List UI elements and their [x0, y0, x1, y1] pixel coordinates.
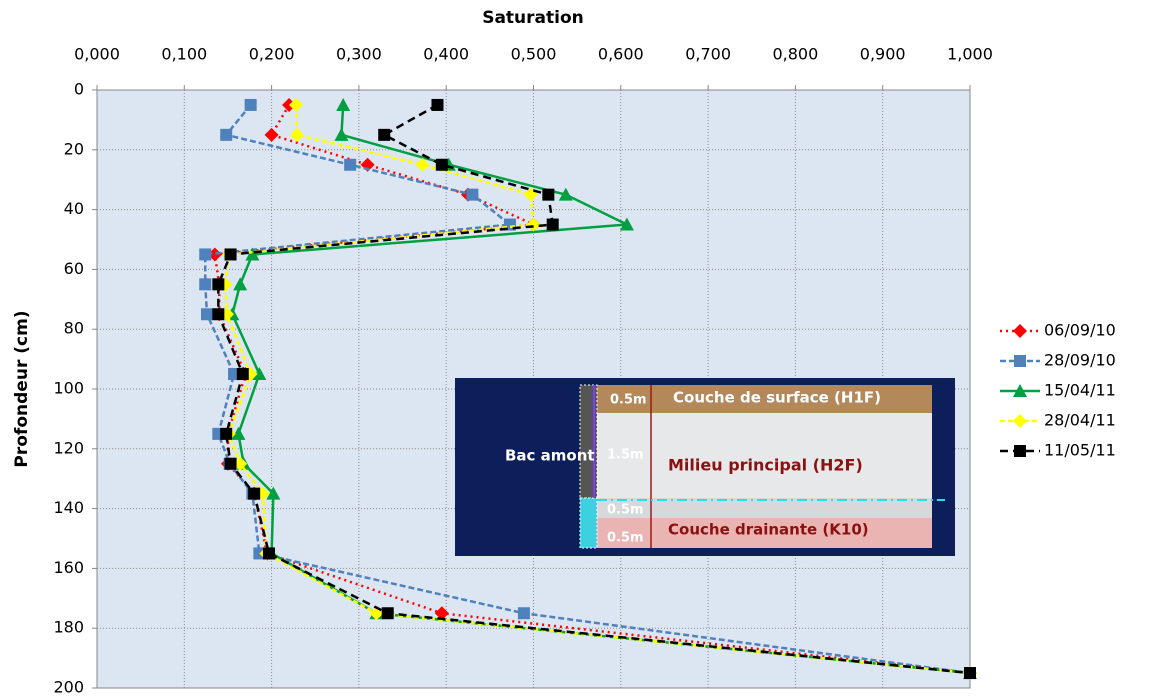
marker [207, 247, 222, 262]
marker [236, 368, 249, 381]
marker [231, 426, 246, 440]
legend-marker [1013, 414, 1027, 428]
marker [252, 367, 267, 381]
legend-label: 28/04/11 [1044, 411, 1116, 430]
marker [224, 457, 237, 470]
marker [964, 667, 976, 680]
y-tick-label: 60 [64, 259, 84, 278]
y-tick-label: 140 [53, 498, 84, 517]
marker [233, 456, 248, 471]
y-tick-label: 120 [53, 438, 84, 457]
y-tick-label: 80 [64, 319, 84, 338]
y-tick-label: 160 [53, 558, 84, 577]
main-layer [597, 413, 932, 498]
marker [542, 188, 555, 201]
inlet-strip [579, 384, 598, 499]
marker [264, 127, 279, 142]
y-tick-label: 100 [53, 379, 84, 398]
marker [199, 278, 212, 291]
inset-label: Couche drainante (K10) [668, 521, 869, 539]
marker [558, 187, 573, 201]
inset-label: 0.5m [607, 531, 644, 546]
marker [220, 128, 233, 141]
x-tick-label: 0,900 [860, 45, 906, 64]
inset-label: Bac amont [505, 447, 595, 465]
x-tick-label: 0,000 [74, 45, 120, 64]
marker [435, 158, 448, 171]
marker [378, 128, 391, 141]
y-tick-label: 200 [53, 678, 84, 697]
marker [466, 188, 479, 201]
marker [546, 218, 559, 231]
y-tick-label: 40 [64, 199, 84, 218]
x-tick-label: 0,200 [249, 45, 295, 64]
x-tick-label: 0,100 [161, 45, 207, 64]
marker [262, 547, 275, 560]
legend-marker [1013, 384, 1027, 397]
legend-marker [1014, 445, 1026, 457]
marker [224, 248, 237, 261]
x-tick-label: 0,300 [336, 45, 382, 64]
inset-label: 1.5m [607, 448, 644, 463]
marker [344, 158, 357, 171]
marker [619, 217, 634, 231]
transition-layer [597, 498, 932, 518]
inlet-strip-drain [579, 497, 598, 549]
x-tick-label: 0,700 [685, 45, 731, 64]
chart-title: Saturation [482, 8, 584, 28]
drain-layer [597, 518, 932, 548]
marker [526, 217, 541, 232]
marker [434, 606, 449, 621]
legend-marker [1013, 324, 1027, 338]
marker [212, 278, 225, 291]
legend-label: 11/05/11 [1044, 441, 1116, 460]
marker [503, 218, 516, 231]
marker [517, 607, 530, 620]
x-tick-label: 0,800 [772, 45, 818, 64]
legend-label: 06/09/10 [1044, 321, 1116, 340]
y-tick-label: 180 [53, 618, 84, 637]
x-tick-label: 0,600 [598, 45, 644, 64]
x-tick-label: 1,000 [947, 45, 993, 64]
inset-label: Milieu principal (H2F) [668, 456, 863, 475]
inset-label: 0.5m [610, 393, 647, 408]
legend-label: 28/09/10 [1044, 351, 1116, 370]
x-tick-label: 0,500 [511, 45, 557, 64]
marker [381, 607, 394, 620]
marker [289, 127, 304, 142]
inset-label: 0.5m [607, 503, 644, 518]
marker [289, 97, 304, 112]
marker [431, 98, 444, 111]
marker [266, 486, 281, 500]
surface-layer [597, 385, 932, 413]
marker [245, 247, 260, 261]
y-axis-label: Profondeur (cm) [12, 310, 32, 467]
marker [220, 427, 233, 440]
inset-label: Couche de surface (H1F) [673, 389, 881, 407]
marker [233, 277, 248, 291]
legend-label: 15/04/11 [1044, 381, 1116, 400]
marker [244, 98, 257, 111]
x-tick-label: 0,400 [423, 45, 469, 64]
marker [200, 308, 213, 321]
marker [199, 248, 212, 261]
legend-marker [1014, 355, 1026, 367]
y-tick-label: 0 [74, 80, 84, 99]
marker [336, 97, 351, 111]
y-tick-label: 20 [64, 139, 84, 158]
marker [212, 308, 225, 321]
marker [248, 487, 261, 500]
marker [415, 157, 430, 172]
marker [334, 127, 349, 141]
inset-diagram: Bac amont 0.5m Couche de surface (H1F) 1.5m… [455, 378, 955, 556]
